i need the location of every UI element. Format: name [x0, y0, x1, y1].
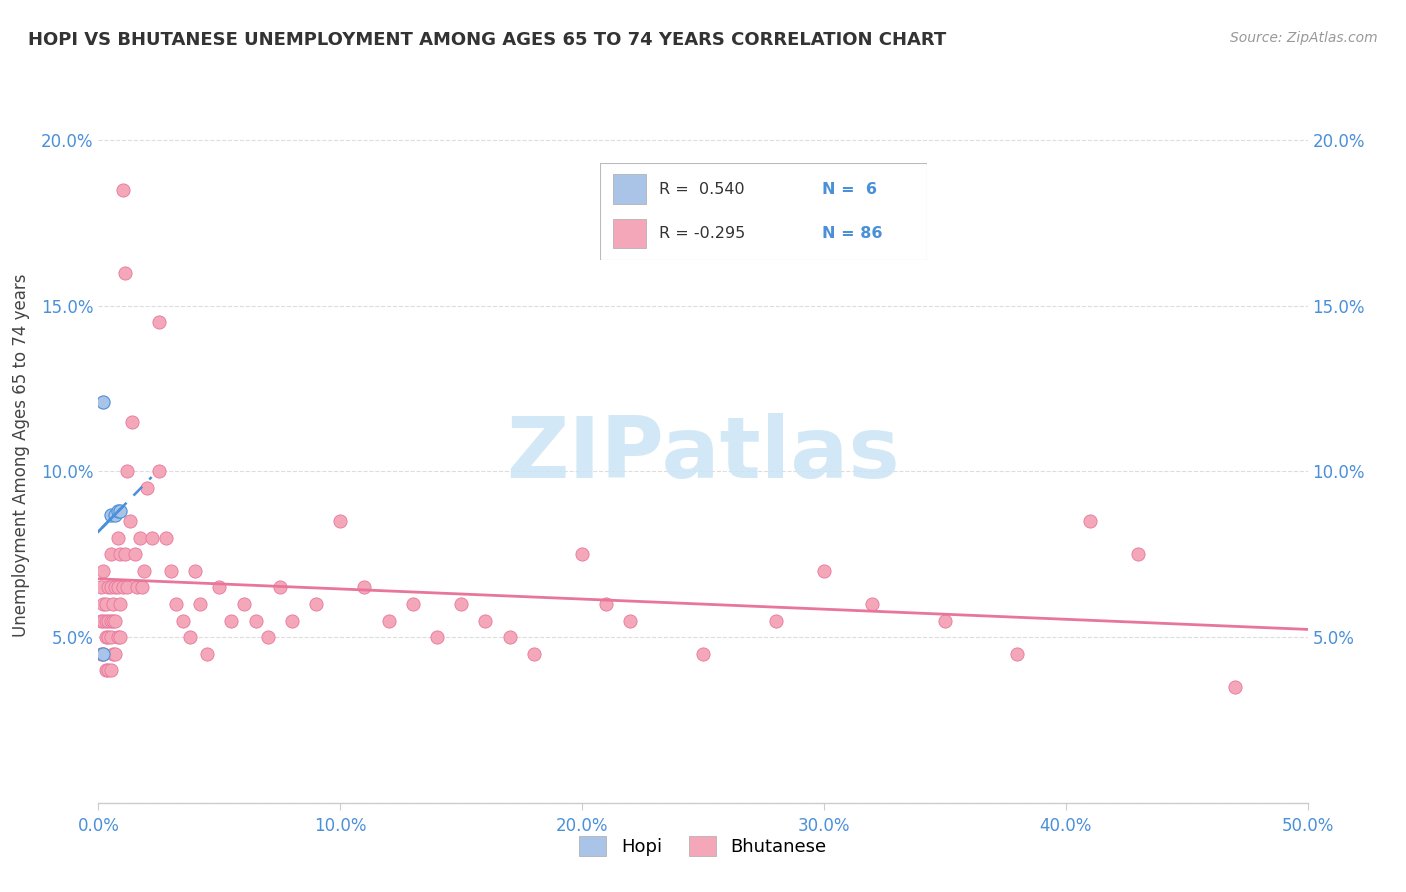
- Point: [108, 597, 131, 611]
- Point: [813, 564, 835, 578]
- Point: [172, 614, 194, 628]
- Point: [114, 266, 136, 280]
- Point: [256, 630, 278, 644]
- Point: [124, 547, 146, 561]
- Point: [221, 614, 243, 628]
- Point: [474, 614, 496, 628]
- Point: [523, 647, 546, 661]
- Point: [934, 614, 956, 628]
- Point: [94, 597, 117, 611]
- Point: [100, 581, 122, 595]
- Point: [179, 630, 201, 644]
- Point: [619, 614, 641, 628]
- Point: [305, 597, 328, 611]
- Point: [148, 465, 170, 479]
- Point: [91, 647, 114, 661]
- Point: [692, 647, 714, 661]
- Point: [377, 614, 399, 628]
- Point: [111, 581, 134, 595]
- Point: [94, 630, 117, 644]
- Point: [1223, 680, 1246, 694]
- Point: [160, 564, 183, 578]
- Point: [107, 581, 129, 595]
- Point: [94, 663, 117, 677]
- Point: [100, 547, 122, 561]
- Point: [131, 581, 153, 595]
- Point: [94, 614, 117, 628]
- Point: [269, 581, 291, 595]
- Point: [128, 531, 150, 545]
- Point: [111, 183, 134, 197]
- Legend: Hopi, Bhutanese: Hopi, Bhutanese: [572, 829, 834, 863]
- Point: [195, 647, 218, 661]
- Y-axis label: Unemployment Among Ages 65 to 74 years: Unemployment Among Ages 65 to 74 years: [11, 273, 30, 637]
- Point: [329, 514, 352, 528]
- Point: [141, 531, 163, 545]
- Point: [101, 597, 124, 611]
- Point: [97, 663, 120, 677]
- Point: [245, 614, 267, 628]
- Point: [91, 564, 114, 578]
- Point: [498, 630, 520, 644]
- Point: [165, 597, 187, 611]
- Point: [135, 481, 157, 495]
- Point: [100, 630, 122, 644]
- Point: [208, 581, 231, 595]
- Point: [127, 581, 149, 595]
- Point: [155, 531, 177, 545]
- Point: [184, 564, 207, 578]
- Point: [97, 581, 120, 595]
- Point: [90, 581, 112, 595]
- Point: [91, 614, 114, 628]
- Point: [101, 647, 124, 661]
- Point: [97, 630, 120, 644]
- Text: Source: ZipAtlas.com: Source: ZipAtlas.com: [1230, 31, 1378, 45]
- Point: [1007, 647, 1029, 661]
- Point: [232, 597, 254, 611]
- Point: [104, 581, 127, 595]
- Point: [595, 597, 617, 611]
- Point: [426, 630, 449, 644]
- Point: [91, 647, 114, 661]
- Point: [90, 614, 112, 628]
- Point: [114, 547, 136, 561]
- Point: [134, 564, 156, 578]
- Point: [860, 597, 883, 611]
- Point: [97, 614, 120, 628]
- Point: [104, 508, 127, 522]
- Point: [108, 504, 131, 518]
- Point: [107, 531, 129, 545]
- Point: [107, 504, 129, 518]
- Point: [121, 415, 143, 429]
- Point: [353, 581, 375, 595]
- Point: [100, 508, 122, 522]
- Point: [100, 663, 122, 677]
- Point: [100, 614, 122, 628]
- Point: [188, 597, 211, 611]
- Point: [117, 581, 139, 595]
- Point: [1128, 547, 1150, 561]
- Point: [117, 465, 139, 479]
- Point: [91, 395, 114, 409]
- Point: [148, 315, 170, 329]
- Point: [765, 614, 787, 628]
- Text: HOPI VS BHUTANESE UNEMPLOYMENT AMONG AGES 65 TO 74 YEARS CORRELATION CHART: HOPI VS BHUTANESE UNEMPLOYMENT AMONG AGE…: [28, 31, 946, 49]
- Point: [107, 630, 129, 644]
- Point: [450, 597, 472, 611]
- Point: [108, 547, 131, 561]
- Point: [101, 614, 124, 628]
- Point: [571, 547, 593, 561]
- Point: [104, 614, 127, 628]
- Point: [104, 647, 127, 661]
- Point: [402, 597, 425, 611]
- Point: [281, 614, 304, 628]
- Point: [108, 630, 131, 644]
- Point: [90, 647, 112, 661]
- Point: [1078, 514, 1101, 528]
- Point: [118, 514, 141, 528]
- Text: ZIPatlas: ZIPatlas: [506, 413, 900, 497]
- Point: [91, 597, 114, 611]
